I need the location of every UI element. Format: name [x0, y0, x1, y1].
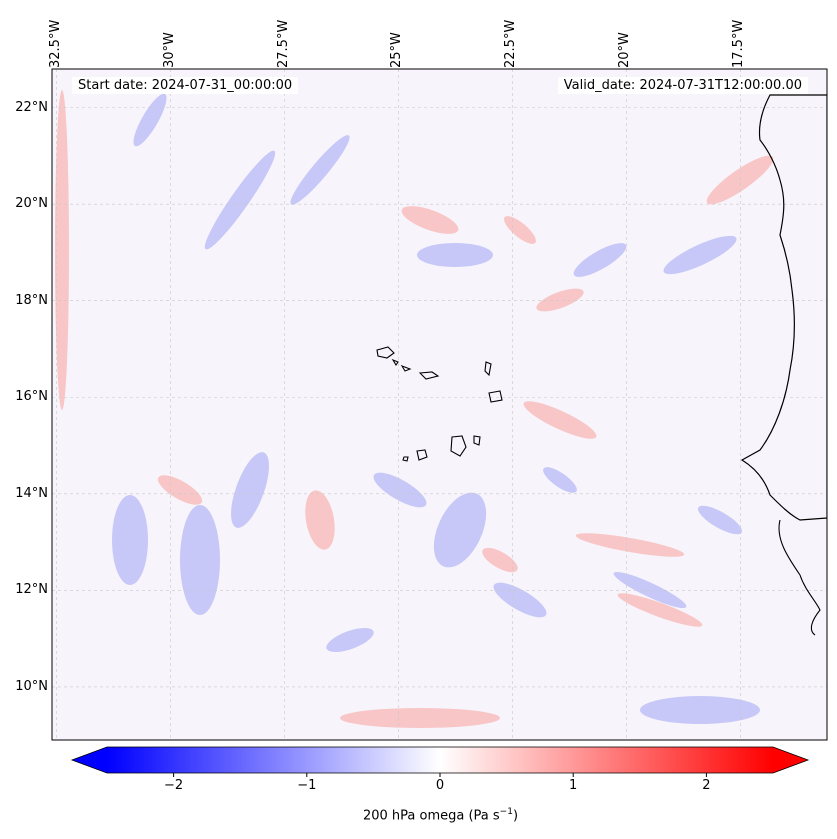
- longitude-tick-text: 32.5°W: [47, 19, 63, 68]
- graticule: [52, 69, 827, 740]
- longitude-tick-text: 27.5°W: [275, 19, 291, 68]
- longitude-tick-text: 17.5°W: [731, 19, 747, 68]
- longitude-tick-label: 22.5°W: [503, 8, 520, 68]
- colorbar-title: 200 hPa omega (Pa s−1): [0, 807, 837, 823]
- start-date-label: Start date: 2024-07-31_00:00:00: [72, 77, 299, 94]
- colorbar-gradient: [107, 747, 773, 773]
- longitude-tick-text: 22.5°W: [503, 19, 519, 68]
- colorbar-tick-label: 2: [702, 778, 711, 793]
- map-frame: [51, 68, 828, 741]
- longitude-tick-label: 25°W: [389, 8, 406, 68]
- omega-field: [52, 69, 827, 740]
- colorbar-tick-label: −1: [297, 778, 317, 793]
- valid-date-label: Valid_date: 2024-07-31T12:00:00.00: [557, 77, 808, 94]
- colorbar-tick-label: −2: [164, 778, 184, 793]
- colorbar-title-suffix: ): [512, 808, 519, 824]
- colorbar-title-prefix: 200 hPa omega (Pa s: [362, 808, 500, 824]
- colorbar: [70, 746, 810, 777]
- latitude-tick-label: 14°N: [15, 485, 48, 501]
- latitude-tick-label: 22°N: [15, 99, 48, 115]
- colorbar-max-extend: [773, 747, 808, 773]
- longitude-tick-label: 30°W: [161, 8, 179, 68]
- colorbar-min-extend: [72, 747, 107, 773]
- longitude-tick-text: 20°W: [617, 32, 633, 68]
- cape-verde-islands: [376, 346, 503, 462]
- longitude-tick-label: 32.5°W: [47, 8, 65, 68]
- longitude-tick-text: 30°W: [161, 32, 177, 68]
- longitude-tick-text: 25°W: [389, 32, 405, 68]
- african-coastline: [740, 94, 827, 521]
- colorbar-tick-label: 1: [569, 778, 578, 793]
- longitude-tick-label: 20°W: [617, 8, 634, 68]
- latitude-tick-label: 10°N: [15, 678, 48, 694]
- colorbar-tick-label: 0: [435, 778, 445, 793]
- latitude-tick-label: 20°N: [15, 196, 48, 212]
- longitude-tick-label: 17.5°W: [731, 8, 748, 68]
- colorbar-title-exponent: −1: [499, 807, 513, 817]
- latitude-tick-label: 16°N: [15, 389, 48, 405]
- latitude-tick-label: 18°N: [15, 292, 48, 308]
- longitude-tick-label: 27.5°W: [275, 8, 293, 68]
- latitude-tick-label: 12°N: [15, 582, 48, 598]
